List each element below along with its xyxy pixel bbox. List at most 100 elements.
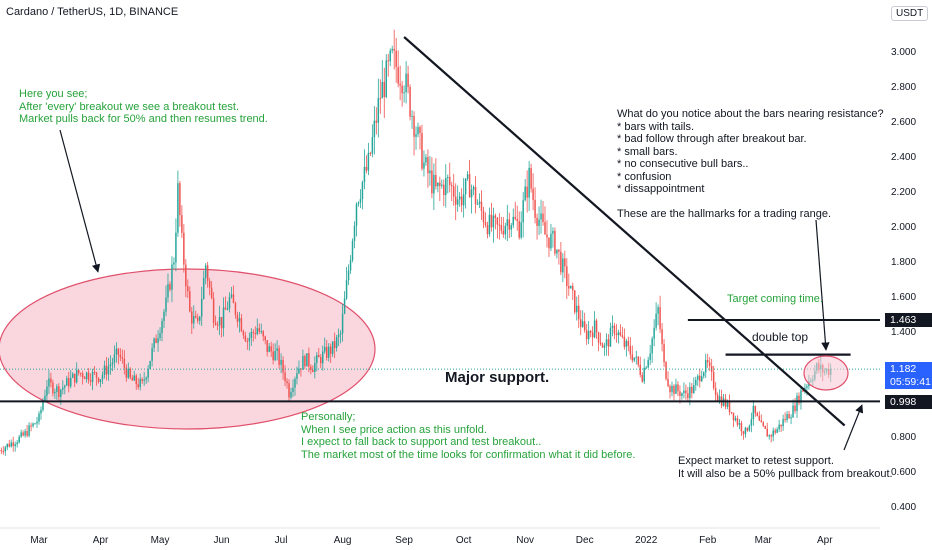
candle	[522, 191, 524, 238]
candle	[240, 314, 243, 333]
candle	[149, 360, 151, 370]
candle	[704, 353, 707, 379]
candle	[494, 213, 497, 230]
candle	[250, 328, 253, 346]
candle	[722, 393, 725, 407]
candle	[46, 380, 48, 403]
candle	[99, 378, 102, 388]
x-tick-label: May	[151, 535, 170, 546]
candle	[712, 365, 715, 391]
candle	[691, 383, 693, 399]
candle	[782, 414, 784, 431]
y-tick-label: 1.600	[891, 292, 916, 303]
candle	[4, 445, 7, 456]
candle	[125, 364, 128, 382]
candle	[456, 185, 459, 212]
candle	[663, 339, 665, 368]
candle	[339, 330, 342, 344]
candle	[431, 157, 433, 199]
candle	[91, 368, 94, 390]
x-tick-label: Nov	[516, 535, 534, 546]
candle	[593, 311, 596, 339]
candle	[395, 37, 397, 83]
candle	[187, 279, 189, 298]
candle	[347, 264, 350, 286]
candle	[208, 277, 211, 296]
candle	[198, 315, 201, 325]
candle	[141, 377, 143, 384]
candle	[429, 156, 431, 186]
candle	[343, 291, 346, 315]
candle	[87, 368, 90, 384]
candle	[161, 318, 163, 342]
candle	[788, 410, 790, 419]
candle	[443, 179, 445, 207]
candle	[189, 286, 191, 313]
candle	[270, 341, 272, 357]
candle	[210, 281, 213, 300]
candle	[488, 207, 491, 237]
candle	[800, 385, 802, 410]
y-tick-label: 1.800	[891, 257, 916, 268]
resistance-note-arrow	[815, 219, 830, 351]
candle	[308, 347, 310, 373]
candle	[258, 323, 261, 335]
candle	[657, 304, 659, 326]
candle	[548, 237, 550, 257]
candle	[256, 318, 259, 336]
candle	[730, 412, 733, 415]
candle	[794, 398, 796, 414]
candle	[294, 376, 296, 396]
candle	[228, 292, 231, 313]
candle	[409, 84, 411, 121]
candle	[191, 306, 193, 334]
candle	[115, 342, 118, 363]
candle	[139, 373, 141, 391]
candle	[454, 183, 457, 221]
candle	[214, 315, 217, 326]
candle	[129, 367, 132, 380]
candle	[181, 205, 183, 238]
candle	[367, 142, 370, 176]
candle	[798, 392, 800, 406]
candle	[383, 67, 386, 119]
y-tick-label: 0.800	[891, 432, 916, 443]
currency-button[interactable]: USDT	[891, 6, 929, 21]
candle	[97, 377, 100, 384]
candle	[371, 124, 374, 158]
candle	[322, 345, 324, 371]
symbol-title: Cardano / TetherUS, 1D, BINANCE	[6, 6, 179, 18]
candle	[8, 439, 10, 448]
candle	[196, 313, 199, 324]
candle	[772, 427, 774, 442]
candle	[318, 348, 320, 358]
candle	[502, 217, 505, 238]
candle	[566, 258, 568, 300]
current-price-highlight	[803, 355, 849, 391]
candle	[619, 324, 622, 337]
candle	[631, 345, 634, 363]
candle	[546, 220, 548, 248]
candle	[355, 202, 358, 237]
candle	[193, 305, 195, 329]
candle	[458, 192, 461, 207]
candle	[385, 54, 388, 99]
candle	[697, 374, 699, 387]
descending-trendline	[403, 36, 846, 427]
candle	[685, 384, 687, 400]
candle	[163, 308, 165, 329]
candle	[462, 178, 465, 218]
candle	[701, 370, 703, 383]
candle	[532, 173, 534, 211]
candle	[36, 416, 38, 428]
candle	[218, 305, 221, 336]
candle	[560, 241, 562, 276]
candle	[792, 399, 794, 418]
candle	[359, 189, 362, 209]
candle	[272, 343, 274, 365]
candle	[12, 436, 14, 452]
candle	[437, 182, 439, 193]
candle	[500, 216, 503, 235]
candle	[185, 259, 187, 298]
